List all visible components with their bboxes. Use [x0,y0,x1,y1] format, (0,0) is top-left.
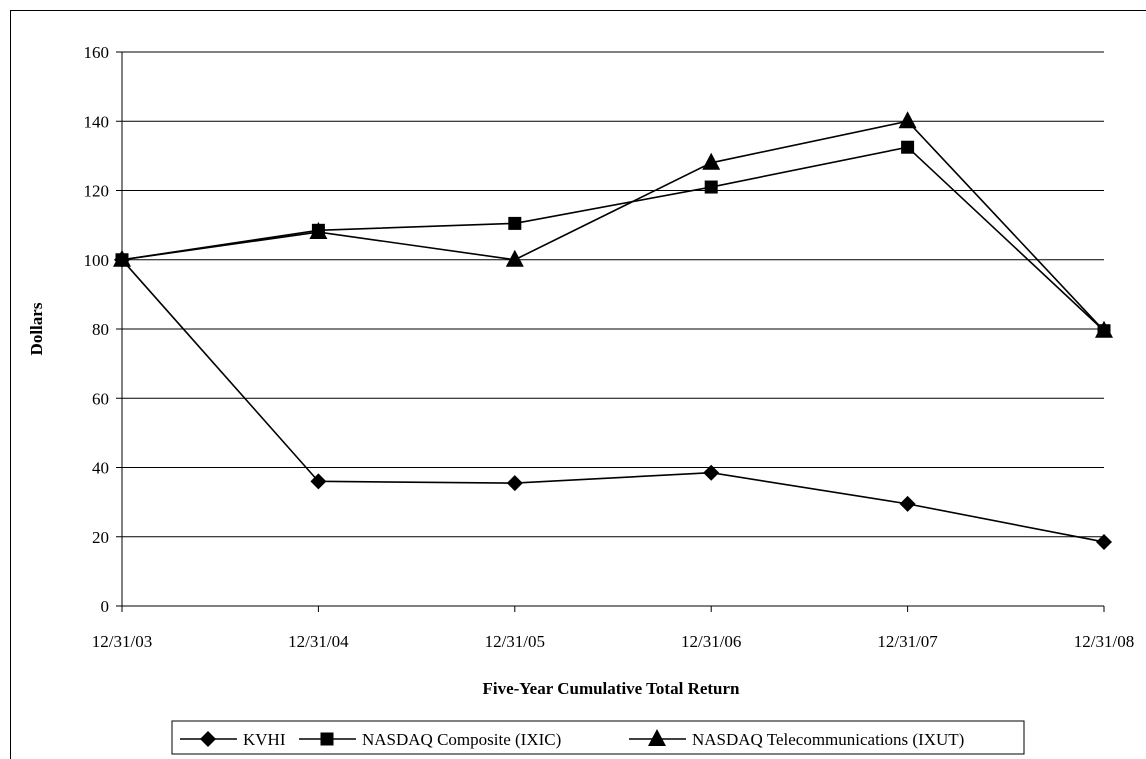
y-tick-label: 100 [84,251,110,270]
marker-square [704,180,718,194]
legend-box [171,720,1025,755]
x-axis-label: Five-Year Cumulative Total Return [482,679,740,698]
y-tick-labels: 0 20 40 60 80 100 120 140 160 [84,43,110,616]
series-markers [113,111,1113,550]
y-tick-label: 40 [92,459,109,478]
axes [116,51,1105,612]
marker-diamond [310,473,327,490]
marker-triangle [113,249,131,267]
x-tick-label: 12/31/08 [1074,632,1134,651]
legend-label: KVHI [243,730,286,749]
series-line-2 [121,146,1105,332]
series-line-3 [121,120,1105,332]
marker-square [508,216,522,230]
x-tick-label: 12/31/04 [288,632,349,651]
marker-diamond [899,495,916,512]
chart-frame [10,10,1146,759]
marker-triangle [1095,320,1113,338]
marker-diamond [703,464,720,481]
marker-diamond [200,731,216,747]
y-tick-label: 120 [84,182,110,201]
marker-square [320,732,334,746]
marker-triangle [702,152,721,170]
marker-triangle [898,111,917,129]
marker-square [901,140,915,154]
x-tick-label: 12/31/03 [92,632,152,651]
x-tick-labels: 12/31/03 12/31/04 12/31/05 12/31/06 12/31/07… [92,632,1134,651]
y-tick-label: 0 [101,597,110,616]
series-line-1 [121,259,1105,543]
marker-diamond [506,475,523,492]
y-tick-label: 80 [92,320,109,339]
x-tick-label: 12/31/06 [681,632,741,651]
legend-label: NASDAQ Composite (IXIC) [362,730,561,749]
marker-triangle [648,729,666,746]
series-lines [121,120,1105,543]
y-tick-label: 140 [84,112,110,131]
marker-triangle [505,249,524,267]
y-axis-label: Dollars [27,302,46,355]
marker-diamond [1096,533,1112,550]
y-tick-label: 20 [92,528,109,547]
x-tick-label: 12/31/05 [485,632,545,651]
y-tick-label: 160 [84,43,110,62]
y-tick-label: 60 [92,389,109,408]
legend: KVHI NASDAQ Composite (IXIC) NASDAQ Teleco… [171,720,1025,755]
legend-label: NASDAQ Telecommunications (IXUT) [692,730,964,749]
x-tick-label: 12/31/07 [877,632,938,651]
gridlines [122,51,1104,538]
marker-triangle [309,222,328,240]
